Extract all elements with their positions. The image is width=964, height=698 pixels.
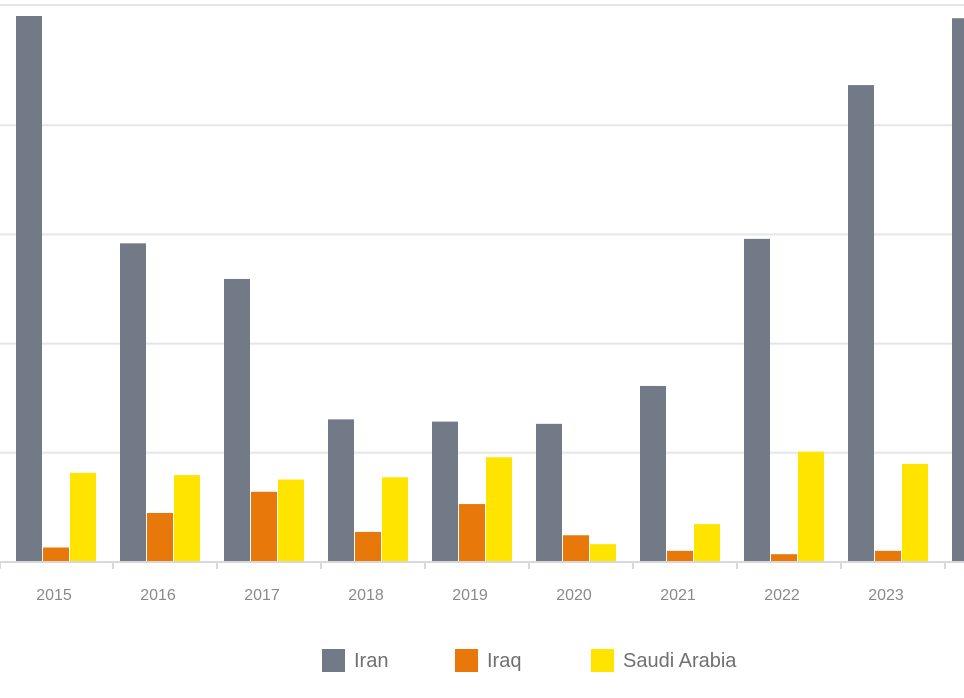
legend-swatch-saudi-arabia	[591, 649, 614, 672]
bar-iran-2016	[120, 243, 146, 563]
x-tick-label: 2018	[348, 587, 384, 604]
x-tick-label: 2019	[452, 587, 488, 604]
x-tick-label: 2017	[244, 587, 280, 604]
x-tick-label: 2022	[764, 587, 800, 604]
legend-label-iran: Iran	[354, 650, 388, 672]
bar-iraq-2017	[251, 491, 277, 562]
bar-iraq-2023	[875, 550, 901, 562]
bar-saudi-arabia-2023	[902, 463, 928, 562]
x-tick-label: 2023	[868, 587, 904, 604]
bar-iran-2017	[224, 278, 250, 562]
bar-iraq-2022	[771, 554, 797, 562]
legend-label-iraq: Iraq	[487, 650, 521, 672]
bar-iraq-2016	[147, 512, 173, 562]
bar-iran-2018	[328, 419, 354, 562]
bar-iran-2015	[16, 16, 42, 562]
x-tick-label: 2020	[556, 587, 592, 604]
legend: Iran Iraq Saudi Arabia	[322, 649, 737, 672]
bar-iran-2021	[640, 385, 666, 562]
bar-iraq-2018	[355, 531, 381, 562]
bars	[16, 16, 964, 563]
bar-iran-2023	[848, 85, 874, 562]
bar-saudi-arabia-2021	[694, 524, 720, 562]
bar-iran-2020	[536, 423, 562, 562]
x-tick-label: 2021	[660, 587, 696, 604]
x-axis: 2015 2016 2017 2018 2019 2020 2021 2022 2023	[0, 561, 964, 604]
x-tick-label: 2016	[140, 587, 176, 604]
bar-saudi-arabia-2020	[590, 544, 616, 562]
bar-iran	[952, 18, 964, 562]
bar-iraq-2020	[563, 535, 589, 562]
legend-swatch-iraq	[455, 649, 478, 672]
legend-label-saudi-arabia: Saudi Arabia	[623, 650, 737, 672]
bar-saudi-arabia-2016	[174, 475, 200, 562]
bar-saudi-arabia-2019	[486, 457, 512, 562]
bar-iraq-2021	[667, 550, 693, 562]
x-tick-label: 2015	[36, 587, 72, 604]
legend-swatch-iran	[322, 649, 345, 672]
bar-saudi-arabia-2018	[382, 477, 408, 562]
bar-iran-2022	[744, 238, 770, 562]
bar-iraq-2019	[459, 504, 485, 562]
bar-saudi-arabia-2022	[798, 451, 824, 562]
bar-iran-2019	[432, 421, 458, 562]
bar-saudi-arabia-2015	[70, 472, 96, 562]
bar-iraq-2015	[43, 547, 69, 562]
bar-saudi-arabia-2017	[278, 479, 304, 562]
